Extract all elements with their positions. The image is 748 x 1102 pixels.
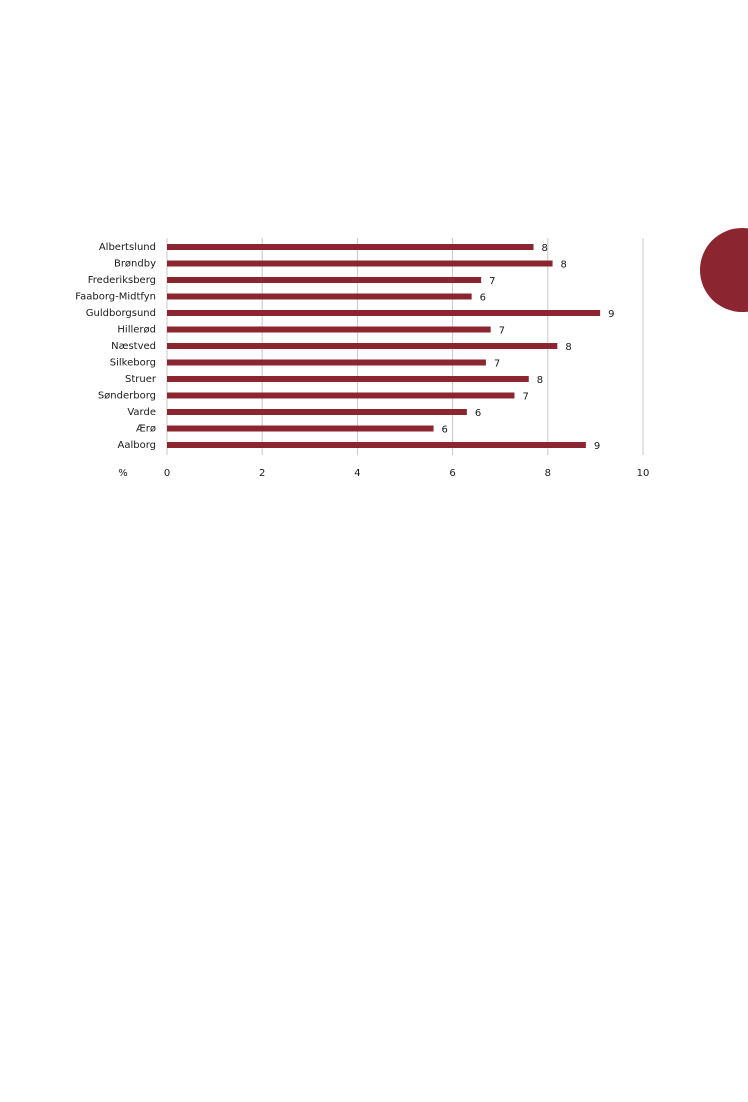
y-tick-label: Sønderborg bbox=[98, 391, 156, 402]
x-tick-label: 4 bbox=[354, 468, 360, 479]
x-tick-label: 6 bbox=[449, 468, 455, 479]
y-tick-label: Varde bbox=[127, 407, 156, 418]
value-label: 9 bbox=[594, 441, 600, 452]
x-tick-label: 2 bbox=[259, 468, 265, 479]
y-tick-label: Ærø bbox=[136, 424, 156, 435]
value-label: 8 bbox=[565, 342, 571, 353]
value-label: 8 bbox=[561, 260, 567, 271]
y-tick-label: Aalborg bbox=[118, 440, 157, 451]
y-tick-label: Guldborgsund bbox=[86, 308, 156, 319]
x-tick-label: 10 bbox=[637, 468, 650, 479]
value-label: 9 bbox=[608, 309, 614, 320]
value-label: 8 bbox=[542, 243, 548, 254]
value-label: 7 bbox=[522, 392, 528, 403]
value-label: 7 bbox=[499, 326, 505, 337]
bar bbox=[167, 277, 482, 283]
bar bbox=[167, 409, 467, 415]
y-tick-label: Frederiksberg bbox=[88, 275, 156, 286]
x-tick-label: 8 bbox=[545, 468, 551, 479]
bar bbox=[167, 326, 491, 333]
bar bbox=[167, 442, 586, 448]
bar bbox=[167, 343, 558, 349]
x-axis-label: % bbox=[118, 468, 128, 479]
bar bbox=[167, 310, 601, 316]
bar bbox=[167, 244, 534, 250]
x-tick-label: 0 bbox=[164, 468, 170, 479]
value-label: 7 bbox=[489, 276, 495, 287]
bar bbox=[167, 425, 434, 432]
y-tick-label: Silkeborg bbox=[110, 358, 156, 369]
y-tick-label: Næstved bbox=[111, 341, 156, 352]
value-label: 8 bbox=[537, 375, 543, 386]
bar bbox=[167, 260, 553, 267]
y-tick-label: Brøndby bbox=[114, 259, 156, 270]
bar bbox=[167, 293, 472, 300]
bar bbox=[167, 359, 486, 366]
y-tick-label: Struer bbox=[125, 374, 157, 385]
y-tick-label: Hillerød bbox=[117, 325, 156, 336]
y-tick-label: Albertslund bbox=[99, 242, 156, 253]
bar bbox=[167, 376, 529, 382]
bar bbox=[167, 392, 515, 399]
decorative-circle bbox=[700, 228, 748, 312]
y-tick-label: Faaborg-Midtfyn bbox=[75, 292, 156, 303]
value-label: 6 bbox=[480, 293, 486, 304]
value-label: 7 bbox=[494, 359, 500, 370]
value-label: 6 bbox=[442, 425, 448, 436]
value-label: 6 bbox=[475, 408, 481, 419]
